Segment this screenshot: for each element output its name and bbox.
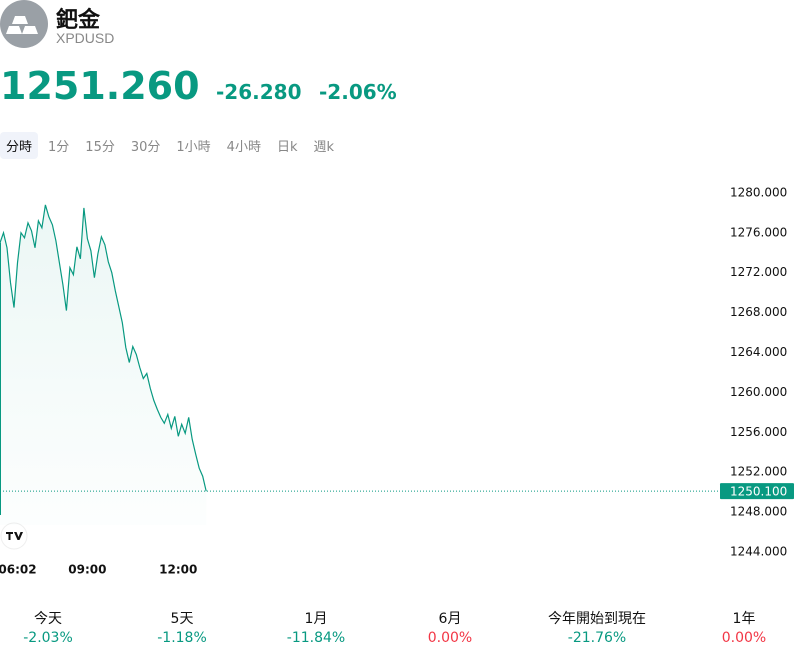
performance-value: -2.03%	[23, 630, 73, 646]
last-price-box	[720, 483, 794, 500]
area	[0, 204, 207, 525]
performance-item[interactable]: 1年 0.00%	[684, 608, 800, 646]
interval-tab[interactable]: 週k	[313, 140, 335, 155]
y-tick-label: 1264.000	[730, 345, 787, 359]
tradingview-logo	[0, 522, 28, 550]
performance-label: 6月	[438, 611, 462, 627]
performance-label: 今年開始到現在	[548, 611, 646, 627]
chart: 1244.000 1248.000 1252.000 1256.000 1260.000…	[0, 185, 794, 577]
y-tick-label: 1268.000	[730, 305, 787, 319]
interval-tab[interactable]: 15分	[85, 140, 115, 155]
y-tick-label: 1244.000	[730, 545, 787, 559]
interval-tab[interactable]: 分時	[0, 132, 39, 159]
symbol-name: 鈀金	[56, 8, 101, 33]
performance: 今天 -2.03% 5天 -1.18% 1月 -11.84% 6月 0.00% 今年開始到現在 -…	[0, 608, 800, 652]
performance-value: -1.18%	[157, 630, 207, 646]
x-tick-label: 06:02	[0, 563, 37, 577]
interval-tab[interactable]: 日k	[276, 140, 298, 155]
price-change: -26.280	[216, 80, 302, 104]
performance-value: 0.00%	[427, 630, 473, 646]
y-tick-label: 1276.000	[730, 225, 787, 239]
y-tick-label: 1280.000	[730, 185, 787, 199]
y-tick-label: 1252.000	[730, 465, 787, 479]
performance-value: 0.00%	[721, 630, 767, 646]
symbol-logo	[0, 0, 48, 48]
performance-label: 5天	[170, 611, 194, 627]
x-tick-label: 09:00	[68, 563, 106, 577]
y-tick-label: 1272.000	[730, 265, 787, 279]
interval-tab[interactable]: 4小時	[226, 140, 261, 155]
interval-tabs: 分時 1分 15分 30分 1小時 4小時 日k 週k	[0, 132, 340, 159]
performance-label: 今天	[34, 611, 62, 627]
performance-value: -11.84%	[286, 630, 346, 646]
performance-item[interactable]: 今天 -2.03%	[0, 608, 108, 646]
performance-label: 1年	[732, 611, 756, 627]
interval-tab[interactable]: 30分	[130, 140, 161, 155]
performance-value: -21.76%	[567, 630, 627, 646]
price-line	[0, 204, 207, 492]
performance-item[interactable]: 1月 -11.84%	[256, 608, 376, 646]
performance-item[interactable]: 6月 0.00%	[390, 608, 510, 646]
percent-change: -2.06%	[319, 80, 397, 104]
y-tick-label: 1260.000	[730, 385, 787, 399]
y-tick-label: 1256.000	[730, 425, 787, 439]
y-tick-label: 1248.000	[730, 505, 787, 519]
symbol-code: XPDUSD	[56, 30, 115, 46]
last-price-label: 1250.100	[730, 485, 787, 499]
interval-tab[interactable]: 1分	[48, 140, 70, 155]
interval-tab[interactable]: 1小時	[176, 140, 211, 155]
x-tick-label: 12:00	[159, 563, 197, 577]
performance-item[interactable]: 5天 -1.18%	[122, 608, 242, 646]
last-price: 1251.260	[0, 64, 200, 108]
performance-label: 1月	[304, 611, 328, 627]
performance-item[interactable]: 今年開始到現在 -21.76%	[537, 608, 657, 646]
